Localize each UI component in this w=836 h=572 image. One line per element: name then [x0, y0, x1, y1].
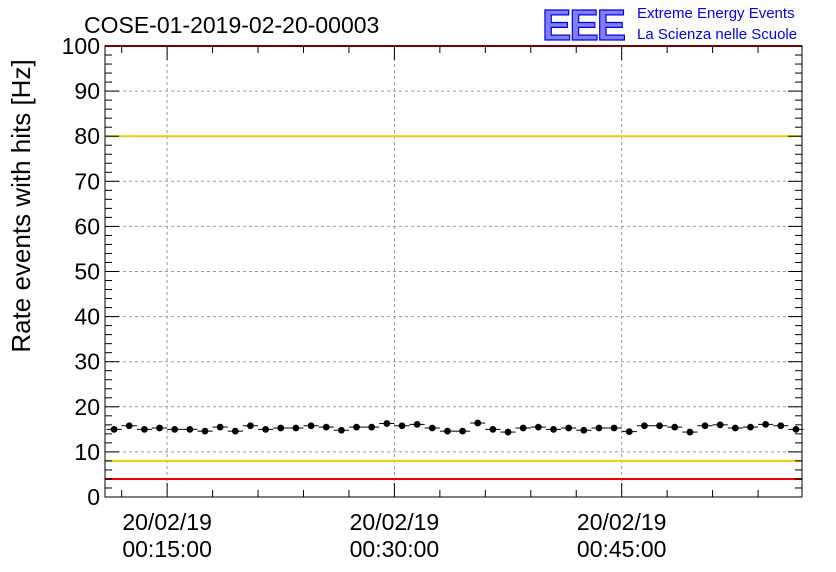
data-point: [307, 422, 315, 430]
data-point: [656, 422, 663, 430]
y-tick-label: 20: [74, 394, 100, 420]
data-point: [550, 425, 557, 433]
data-point: [110, 425, 118, 433]
logo-line-1: Extreme Energy Events: [637, 5, 795, 22]
data-point: [428, 424, 436, 432]
data-point: [641, 422, 648, 430]
data-point: [474, 419, 482, 427]
y-tick-label: 10: [74, 439, 100, 465]
data-point: [762, 420, 770, 428]
data-point: [247, 422, 254, 430]
logo-line-2: La Scienza nelle Scuole: [637, 26, 797, 43]
data-point: [353, 423, 360, 431]
chart-title: COSE-01-2019-02-20-00003: [84, 12, 379, 38]
y-tick-label: 70: [74, 168, 100, 194]
data-point: [610, 424, 618, 432]
data-point: [777, 422, 785, 430]
data-point: [565, 424, 573, 432]
data-point: [595, 424, 603, 432]
x-tick-labels: 20/02/1900:15:0020/02/1900:30:0020/02/19…: [122, 509, 666, 562]
data-point: [322, 423, 330, 431]
x-tick-label-time: 00:45:00: [577, 536, 667, 562]
y-tick-label: 80: [74, 123, 100, 149]
y-tick-label: 0: [87, 484, 100, 510]
data-point: [292, 424, 300, 432]
data-point: [580, 426, 588, 434]
x-tick-label-date: 20/02/19: [350, 509, 440, 535]
data-point: [444, 427, 451, 435]
y-tick-label: 50: [74, 259, 100, 285]
data-point: [625, 428, 633, 436]
y-tick-label: 100: [62, 33, 100, 59]
data-point: [686, 428, 694, 436]
data-point: [716, 421, 724, 429]
data-point: [413, 420, 421, 428]
data-point: [701, 422, 709, 430]
tick-marks: [105, 45, 802, 498]
data-point: [534, 423, 542, 431]
data-point: [216, 423, 224, 431]
x-tick-label-time: 00:30:00: [350, 536, 440, 562]
data-point: [337, 426, 345, 434]
y-tick-labels: 0 10 20 30 40 50 60 70 80 90 100: [62, 33, 100, 510]
data-point: [368, 423, 376, 431]
data-point: [140, 425, 148, 433]
data-point: [398, 422, 406, 430]
x-tick-label-time: 00:15:00: [122, 536, 212, 562]
data-point: [171, 425, 179, 433]
data-points: [106, 419, 804, 436]
data-point: [186, 425, 194, 433]
data-point: [262, 425, 270, 433]
logo-mark: EEE: [542, 1, 625, 50]
data-point: [201, 427, 209, 435]
data-point: [383, 420, 391, 427]
data-point: [459, 427, 466, 435]
eee-logo: EEE Extreme Energy Events La Scienza nel…: [541, 0, 797, 50]
data-point: [125, 422, 133, 430]
reference-lines: [105, 45, 802, 480]
data-point: [731, 424, 739, 432]
data-point: [504, 428, 512, 436]
data-point: [747, 423, 754, 431]
y-tick-label: 60: [74, 213, 100, 239]
y-axis-label: Rate events with hits [Hz]: [6, 59, 36, 352]
data-point: [792, 425, 800, 433]
y-tick-label: 90: [74, 78, 100, 104]
data-point: [489, 425, 497, 433]
data-point: [231, 427, 239, 435]
data-point: [277, 424, 285, 432]
x-tick-label-date: 20/02/19: [122, 509, 212, 535]
y-tick-label: 30: [74, 349, 100, 375]
x-tick-label-date: 20/02/19: [577, 509, 667, 535]
data-point: [671, 423, 679, 431]
y-tick-label: 40: [74, 304, 100, 330]
grid-lines: [105, 46, 802, 497]
data-point: [519, 424, 527, 432]
data-point: [156, 424, 163, 432]
